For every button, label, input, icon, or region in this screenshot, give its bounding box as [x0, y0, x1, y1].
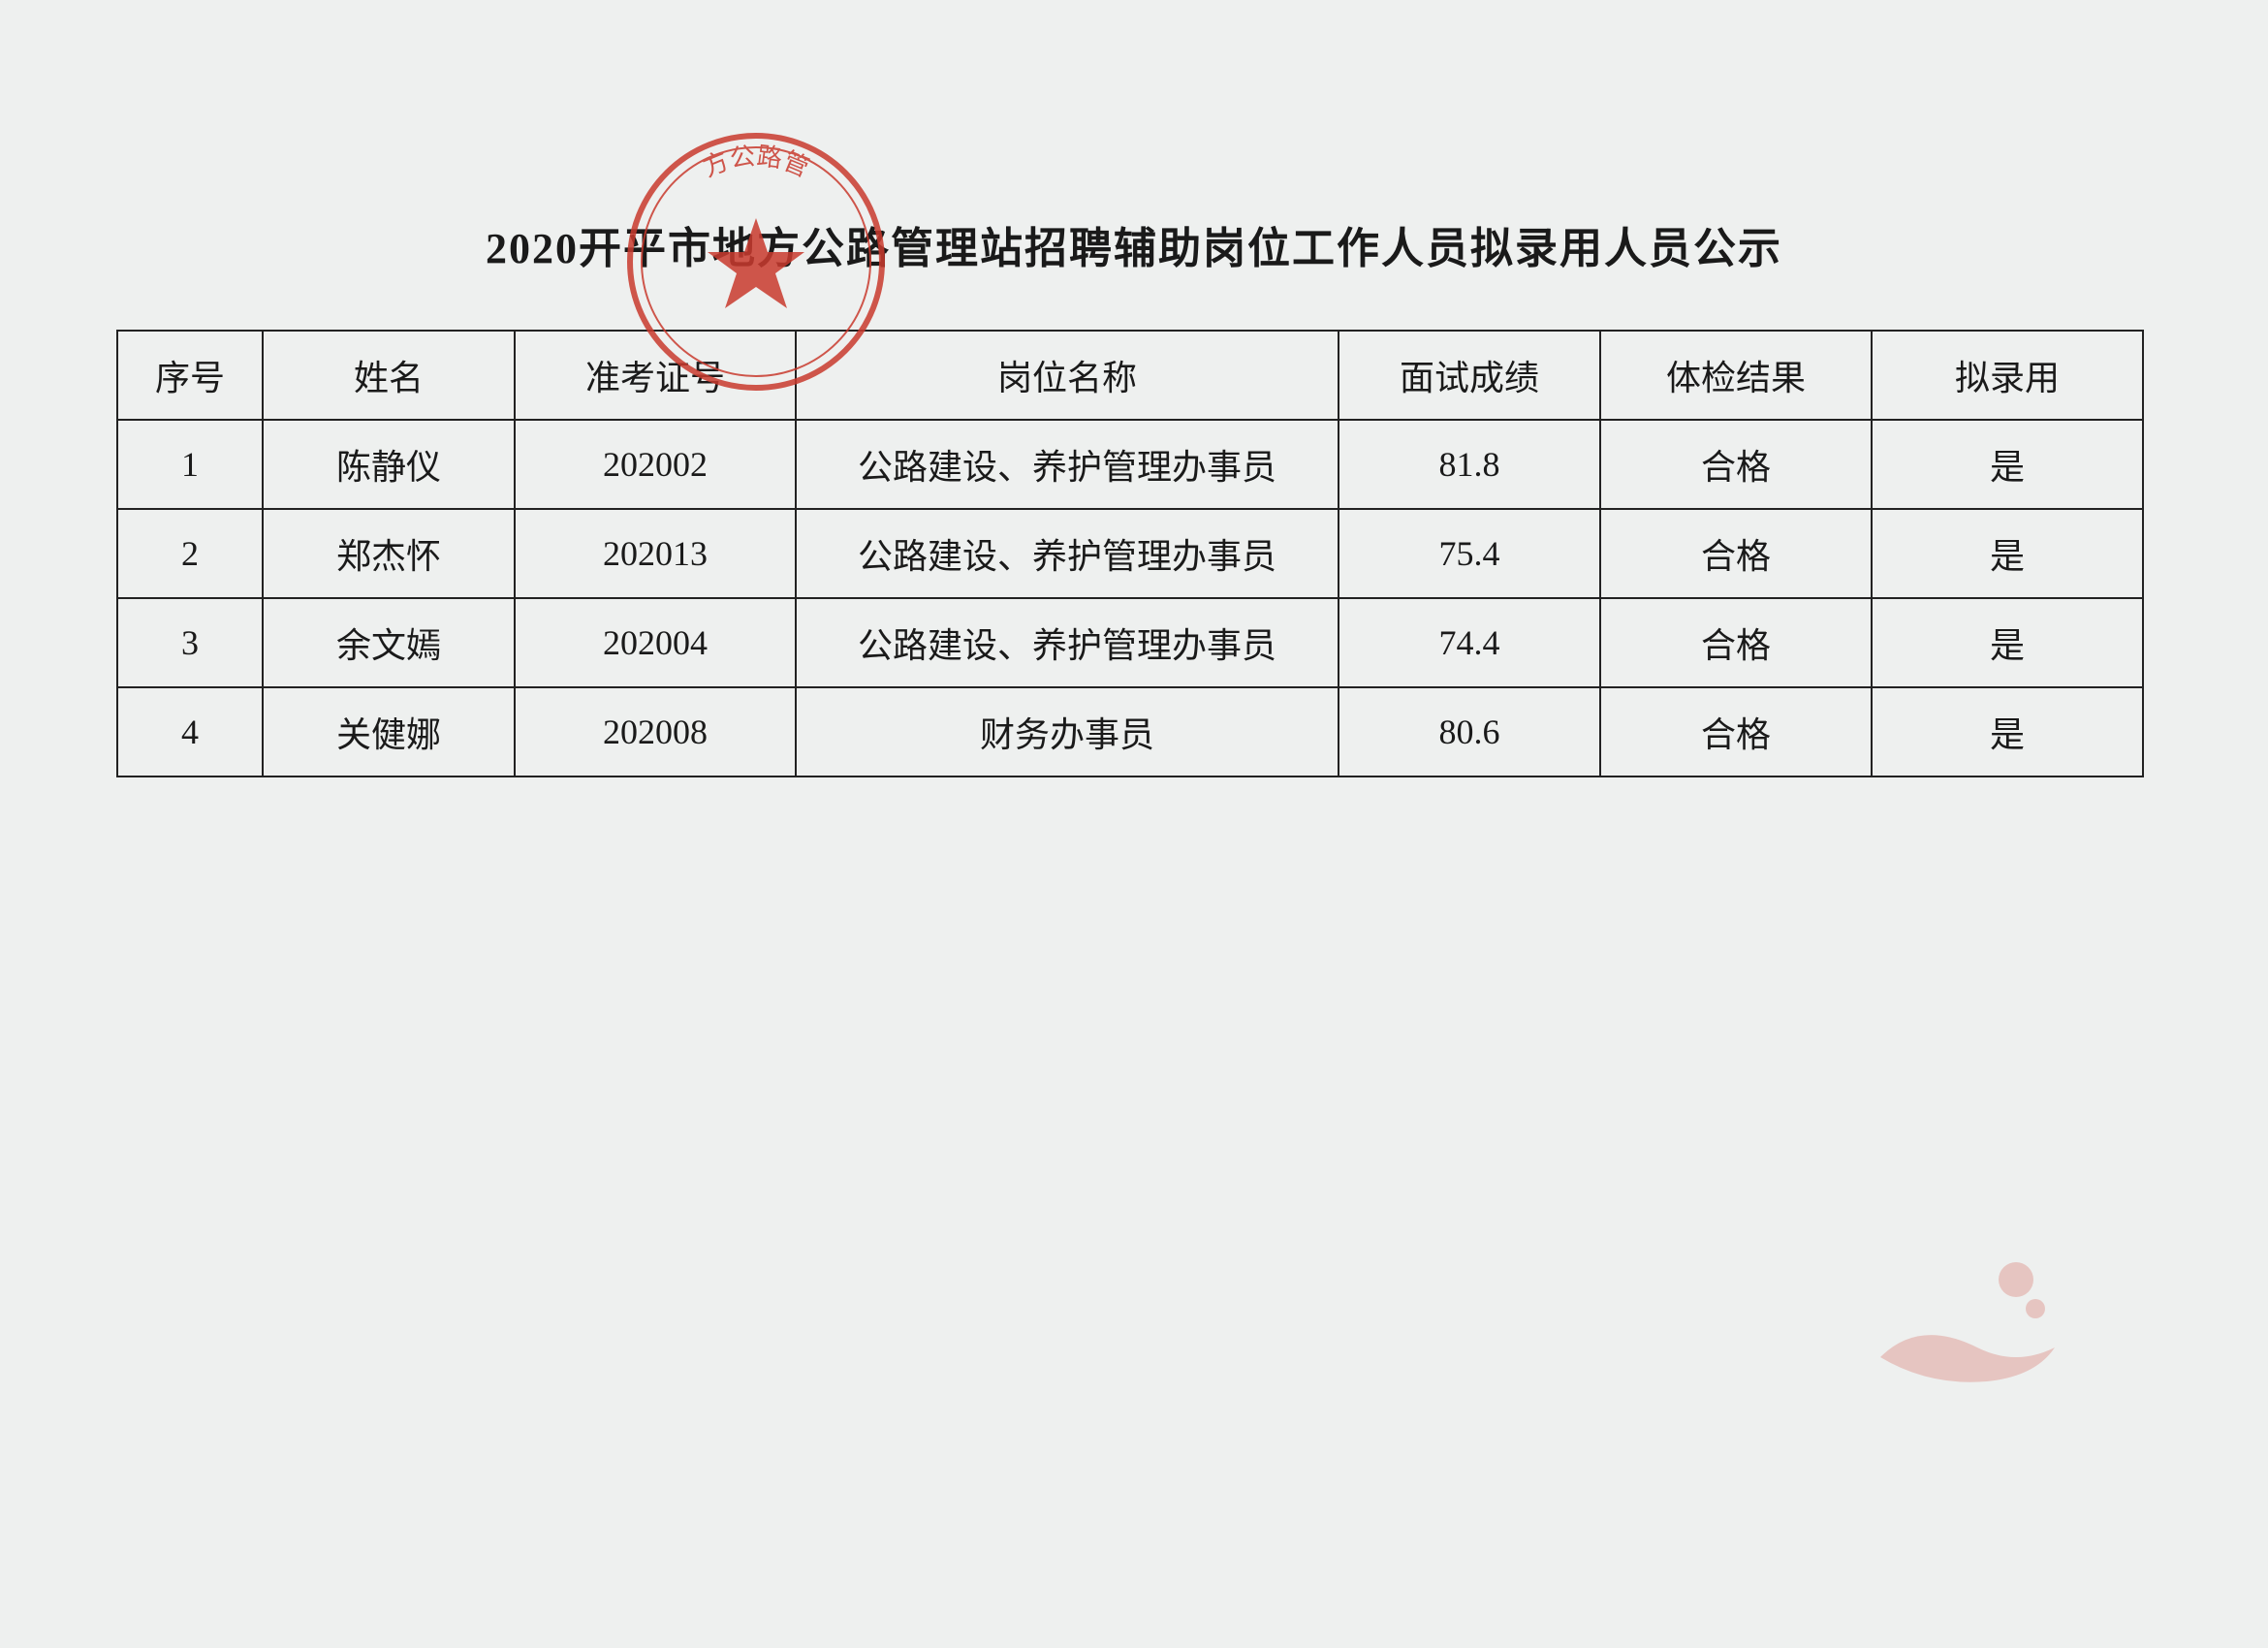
table-header-row: 序号 姓名 准考证号 岗位名称 面试成绩 体检结果 拟录用: [117, 331, 2143, 420]
document-title: 2020开平市地方公路管理站招聘辅助岗位工作人员拟录用人员公示: [0, 213, 2268, 275]
cell-position: 公路建设、养护管理办事员: [796, 509, 1339, 598]
ink-smudge-icon: [1842, 1221, 2094, 1396]
col-seq: 序号: [117, 331, 263, 420]
cell-score: 75.4: [1339, 509, 1600, 598]
results-table-wrap: 序号 姓名 准考证号 岗位名称 面试成绩 体检结果 拟录用 1 陈静仪 2020…: [116, 330, 2142, 777]
cell-employ: 是: [1872, 509, 2143, 598]
table-row: 1 陈静仪 202002 公路建设、养护管理办事员 81.8 合格 是: [117, 420, 2143, 509]
cell-examid: 202004: [515, 598, 796, 687]
cell-name: 陈静仪: [263, 420, 515, 509]
cell-employ: 是: [1872, 420, 2143, 509]
document-page: 方公路管 2020开平市地方公路管理站招聘辅助岗位工作人员拟录用人员公示 序号 …: [0, 0, 2268, 1648]
cell-employ: 是: [1872, 687, 2143, 776]
results-table: 序号 姓名 准考证号 岗位名称 面试成绩 体检结果 拟录用 1 陈静仪 2020…: [116, 330, 2144, 777]
cell-employ: 是: [1872, 598, 2143, 687]
cell-name: 关健娜: [263, 687, 515, 776]
table-row: 4 关健娜 202008 财务办事员 80.6 合格 是: [117, 687, 2143, 776]
cell-score: 81.8: [1339, 420, 1600, 509]
table-row: 2 郑杰怀 202013 公路建设、养护管理办事员 75.4 合格 是: [117, 509, 2143, 598]
cell-score: 74.4: [1339, 598, 1600, 687]
cell-name: 余文嫣: [263, 598, 515, 687]
cell-seq: 4: [117, 687, 263, 776]
cell-checkup: 合格: [1600, 687, 1872, 776]
col-employ: 拟录用: [1872, 331, 2143, 420]
cell-position: 公路建设、养护管理办事员: [796, 598, 1339, 687]
cell-checkup: 合格: [1600, 598, 1872, 687]
cell-seq: 2: [117, 509, 263, 598]
cell-position: 财务办事员: [796, 687, 1339, 776]
cell-checkup: 合格: [1600, 420, 1872, 509]
cell-seq: 1: [117, 420, 263, 509]
cell-score: 80.6: [1339, 687, 1600, 776]
cell-examid: 202013: [515, 509, 796, 598]
cell-examid: 202002: [515, 420, 796, 509]
official-stamp-icon: 方公路管: [620, 126, 892, 397]
col-name: 姓名: [263, 331, 515, 420]
table-row: 3 余文嫣 202004 公路建设、养护管理办事员 74.4 合格 是: [117, 598, 2143, 687]
cell-seq: 3: [117, 598, 263, 687]
col-score: 面试成绩: [1339, 331, 1600, 420]
cell-examid: 202008: [515, 687, 796, 776]
cell-name: 郑杰怀: [263, 509, 515, 598]
cell-checkup: 合格: [1600, 509, 1872, 598]
col-checkup: 体检结果: [1600, 331, 1872, 420]
cell-position: 公路建设、养护管理办事员: [796, 420, 1339, 509]
